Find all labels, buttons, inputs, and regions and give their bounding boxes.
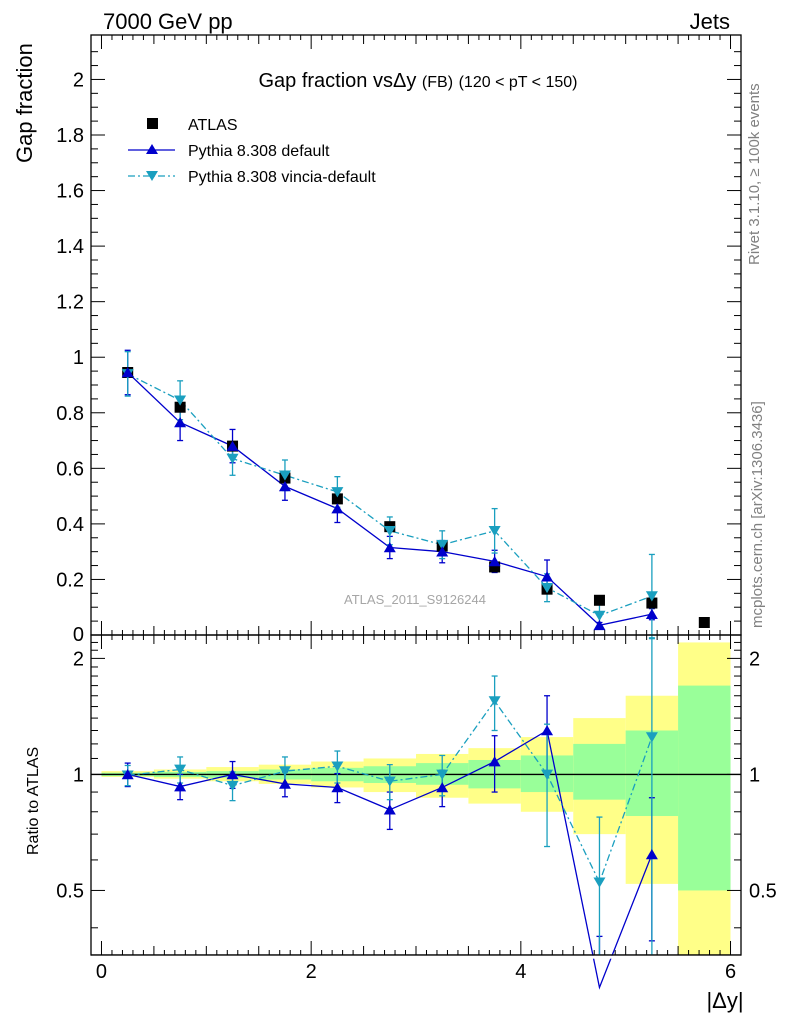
- ratio-default-point: [645, 849, 658, 860]
- title-fb: (FB): [422, 74, 453, 91]
- x-axis-label: |Δy|: [706, 988, 743, 1013]
- x-tick-label: 0: [96, 961, 107, 983]
- ratio-y-tick-label-right: 0.5: [749, 880, 777, 902]
- main-y-tick-label: 0.6: [56, 458, 84, 480]
- ratio-vincia-point: [645, 732, 658, 743]
- legend-marker-atlas: [147, 118, 158, 129]
- vincia-point: [278, 470, 291, 481]
- ratio-vincia-point: [541, 769, 554, 780]
- ratio-default-point: [226, 769, 239, 780]
- main-y-tick-label: 0.4: [56, 514, 84, 536]
- vincia-point: [593, 610, 606, 621]
- main-y-axis-label: Gap fraction: [12, 43, 37, 163]
- default-point: [593, 619, 606, 631]
- title-range: (120 < pT < 150): [459, 74, 578, 91]
- title-main: Gap fraction vsΔy: [258, 70, 416, 92]
- main-y-tick-label: 1.6: [56, 181, 84, 203]
- header-energy-label: 7000 GeV pp: [103, 9, 233, 34]
- main-y-tick-label: 1.8: [56, 125, 84, 147]
- series-line-vincia: [127, 373, 653, 617]
- main-panel: 0.2 0.4 0.6 0.8 1 1.2 1.4 1.6 1.8 2 0: [56, 34, 742, 646]
- ratio-line-vincia: [127, 699, 653, 884]
- ratio-panel: 0.5 0.5 1 1 2 2 0 2 4 6: [56, 634, 777, 990]
- ratio-vincia-point: [174, 764, 187, 775]
- ratio-default-point: [331, 782, 344, 793]
- main-panel-title: Gap fraction vsΔy (FB) (120 < pT < 150): [258, 70, 577, 92]
- default-point: [488, 555, 501, 567]
- x-tick-label: 2: [306, 961, 317, 983]
- ratio-band-green: [573, 743, 626, 800]
- rivet-label: Rivet 3.1.10, ≥ 100k events: [746, 83, 763, 265]
- main-y-tick-label: 0.2: [56, 569, 84, 591]
- ratio-vincia-point: [278, 766, 291, 777]
- default-point: [436, 546, 449, 557]
- ratio-y-tick-label-right: 2: [749, 648, 760, 670]
- vincia-point: [436, 539, 449, 551]
- ratio-vincia-point: [331, 761, 344, 772]
- default-point: [121, 367, 134, 378]
- main-y-tick-label: 0.8: [56, 403, 84, 425]
- default-point: [278, 480, 291, 492]
- atlas-point: [698, 617, 710, 628]
- default-point: [383, 542, 396, 553]
- legend-label-atlas: ATLAS: [188, 117, 238, 134]
- legend-marker-vincia: [146, 171, 158, 181]
- atlas-point: [331, 493, 343, 505]
- ratio-default-point: [174, 781, 187, 792]
- ratio-y-tick-label-left: 1: [73, 764, 84, 786]
- vincia-point: [226, 453, 239, 465]
- atlas-point: [489, 561, 501, 573]
- ratio-vincia-point: [436, 769, 449, 780]
- series-line-default: [127, 372, 653, 626]
- ratio-default-point: [278, 778, 291, 789]
- legend-label-vincia: Pythia 8.308 vincia-default: [188, 169, 376, 186]
- header-jets-label: Jets: [690, 9, 730, 34]
- default-point: [541, 571, 554, 582]
- ratio-vincia-point: [383, 776, 396, 787]
- ratio-y-axis-label: Ratio to ATLAS: [25, 747, 42, 855]
- mcplots-label: mcplots.cern.ch [arXiv:1306.3436]: [749, 401, 766, 628]
- default-point: [331, 503, 344, 514]
- vincia-point: [541, 582, 554, 594]
- vincia-point: [645, 591, 658, 602]
- ratio-y-tick-label-right: 1: [749, 764, 760, 786]
- main-y-tick-label: 1.4: [56, 236, 84, 258]
- ratio-y-tick-label-left: 0.5: [56, 880, 84, 902]
- default-point: [645, 608, 658, 619]
- atlas-point: [646, 597, 658, 609]
- vincia-point: [383, 526, 396, 537]
- ratio-band-green: [678, 685, 731, 891]
- atlas-point: [174, 401, 186, 413]
- ratio-default-point: [541, 725, 554, 736]
- ratio-vincia-point: [226, 780, 239, 792]
- default-point: [226, 440, 239, 451]
- legend: ATLAS Pythia 8.308 default Pythia 8.308 …: [128, 117, 376, 186]
- main-y-tick-label: 1.2: [56, 292, 84, 314]
- atlas-point: [593, 594, 605, 606]
- ratio-default-point: [488, 756, 501, 767]
- vincia-point: [331, 487, 344, 498]
- ratio-default-point: [121, 769, 134, 780]
- main-y-tick-label-zero: 0: [73, 624, 84, 646]
- ratio-vincia-point: [593, 877, 606, 888]
- vincia-point: [488, 526, 501, 537]
- legend-marker-default: [146, 144, 158, 154]
- ratio-vincia-point: [488, 696, 501, 707]
- ratio-bottom-mask: [91, 955, 741, 959]
- x-tick-label: 4: [515, 961, 526, 983]
- legend-label-default: Pythia 8.308 default: [188, 143, 330, 160]
- default-point: [174, 417, 187, 428]
- main-y-tick-label: 2: [73, 69, 84, 91]
- main-y-tick-label: 1: [73, 347, 84, 369]
- x-tick-label: 6: [725, 961, 736, 983]
- ratio-default-point: [383, 804, 396, 815]
- vincia-point: [174, 395, 187, 406]
- analysis-watermark: ATLAS_2011_S9126244: [344, 592, 486, 607]
- ratio-y-tick-label-left: 2: [73, 648, 84, 670]
- ratio-default-point: [436, 782, 449, 793]
